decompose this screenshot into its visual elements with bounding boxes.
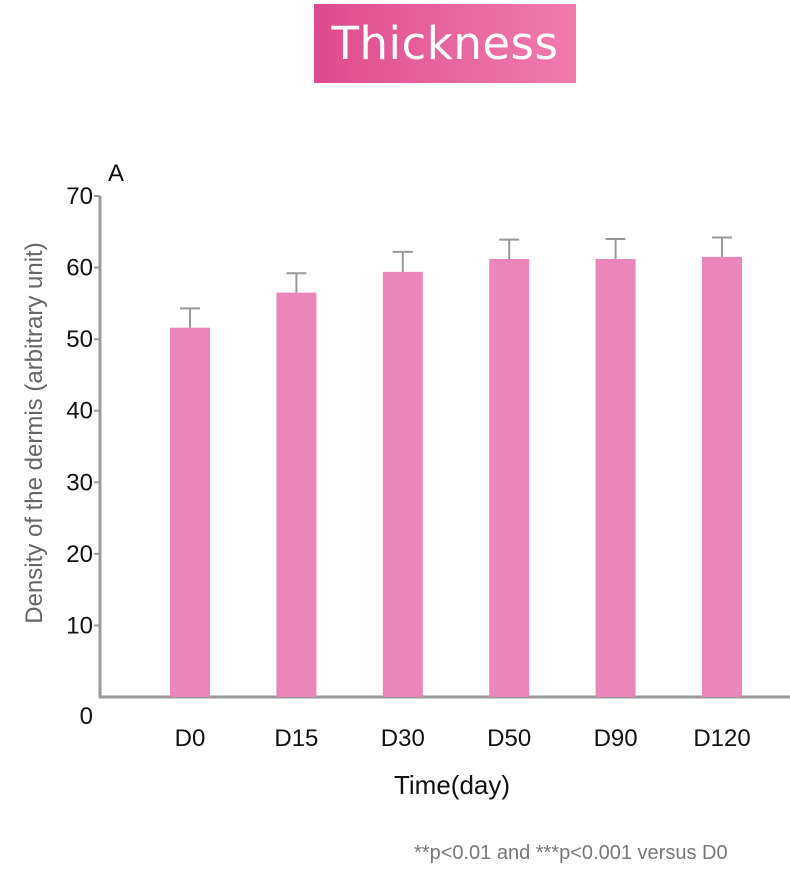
x-tick-label-d0: D0 <box>175 725 206 752</box>
y-tick-label: 0 <box>80 703 93 730</box>
title-banner: Thickness <box>314 4 576 83</box>
y-tick-label: 30 <box>66 469 93 496</box>
panel-label: A <box>108 160 125 187</box>
bar-d30 <box>382 271 423 697</box>
y-tick-label: 20 <box>66 541 93 568</box>
bar-d15 <box>276 292 317 697</box>
bar-d0 <box>170 327 210 697</box>
y-tick-label: 10 <box>66 612 93 639</box>
x-tick-label-d30: D30 <box>381 725 425 752</box>
x-tick-label-d90: D90 <box>594 725 638 752</box>
footnote: **p<0.01 and ***p<0.001 versus D0 <box>414 842 728 864</box>
y-tick-label: 50 <box>66 326 93 353</box>
x-tick-label-d50: D50 <box>487 725 531 752</box>
x-tick-label-d15: D15 <box>274 725 318 752</box>
y-tick-label: 70 <box>66 183 93 210</box>
x-axis-label: Time(day) <box>393 770 511 800</box>
x-tick-label-d120: D120 <box>693 725 750 752</box>
bar-d50 <box>489 258 530 697</box>
y-tick-label: 60 <box>66 255 93 282</box>
y-tick-label: 40 <box>66 398 93 425</box>
chart-title: Thickness <box>331 17 559 70</box>
bar-d90 <box>595 258 636 697</box>
bar-d120 <box>702 256 742 697</box>
